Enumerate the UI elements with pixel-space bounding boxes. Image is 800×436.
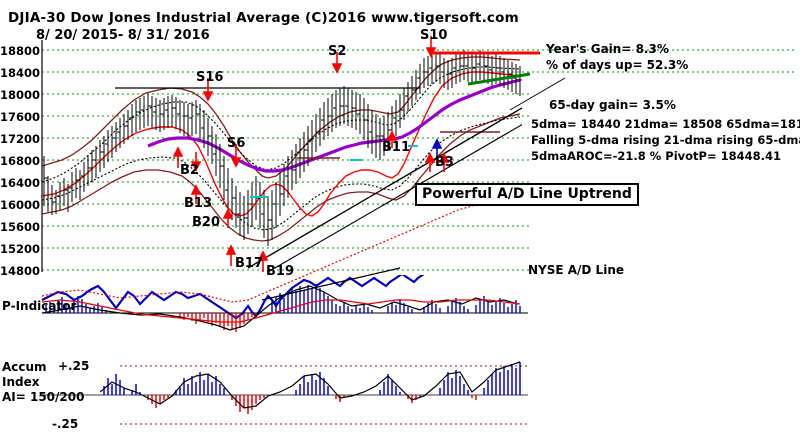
uptrend-support-line-2 <box>267 124 522 273</box>
signal-label-s16: S16 <box>196 70 224 85</box>
y-axis-label: 18400 <box>0 66 40 80</box>
nyse-ad-line-label: NYSE A/D Line <box>528 263 624 277</box>
y-axis-label: 14800 <box>0 264 40 278</box>
gain-65day-note: 65-day gain= 3.5% <box>549 98 676 112</box>
nyse-ad-line <box>41 275 425 320</box>
accum-ai-value: AI= 150/200 <box>2 390 85 404</box>
days-up-note: % of days up= 52.3% <box>546 58 689 72</box>
p-indicator-ma-line <box>41 299 521 323</box>
gridlines <box>42 49 795 271</box>
accum-title: Accum <box>2 360 47 374</box>
signal-label-b3: B3 <box>435 155 454 170</box>
y-axis-label: 15200 <box>0 242 40 256</box>
inner-band-lower <box>42 116 521 231</box>
accum-scale-bottom: -.25 <box>52 417 79 431</box>
y-axis-label: 16800 <box>0 154 40 168</box>
aroc-pivot-note: 5dmaAROC=-21.8 % PivotP= 18448.41 <box>531 149 781 163</box>
signal-label-s10: S10 <box>420 28 448 43</box>
y-axis-label: 18800 <box>0 44 40 58</box>
p-indicator-plot <box>41 193 528 332</box>
uptrend-support-line <box>247 107 522 269</box>
blue-buy-arrow <box>431 138 443 158</box>
signal-label-s6: S6 <box>227 136 246 151</box>
y-axis-label: 15600 <box>0 220 40 234</box>
p-indicator-trendline <box>261 267 401 301</box>
accum-subtitle: Index <box>2 375 40 389</box>
dma-trend-note: Falling 5-dma rising 21-dma rising 65-dm… <box>531 133 800 147</box>
signal-label-b20: B20 <box>192 215 220 230</box>
buy-signal-arrows <box>172 130 450 272</box>
accum-index-plot <box>42 361 530 425</box>
accum-signal-line <box>100 361 521 409</box>
y-axis-label: 17200 <box>0 132 40 146</box>
y-axis-label: 16400 <box>0 176 40 190</box>
y-axis-label: 18000 <box>0 88 40 102</box>
y-axis-label: 16000 <box>0 198 40 212</box>
sell-signal-arrows <box>190 36 437 172</box>
short-level-segments <box>300 131 500 159</box>
signal-label-b19: B19 <box>266 264 294 279</box>
accum-scale-top: +.25 <box>58 359 90 373</box>
green-trend-line <box>467 72 531 86</box>
y-axis-label: 17600 <box>0 110 40 124</box>
p-indicator-dotted-line <box>41 193 521 303</box>
signal-label-b17: B17 <box>235 256 263 271</box>
page-title: DJIA-30 Dow Jones Industrial Average (C)… <box>8 10 519 26</box>
dma-values-note: 5dma= 18440 21dma= 18508 65dma=18197 <box>531 117 800 131</box>
cyan-markers <box>250 145 418 198</box>
signal-label-s2: S2 <box>328 44 347 59</box>
signal-label-b11: B11 <box>382 140 410 155</box>
date-range: 8/ 20/ 2015- 8/ 31/ 2016 <box>36 28 210 43</box>
inner-band-upper <box>42 66 521 183</box>
lower-band-line <box>42 113 521 242</box>
ohlc-bars <box>43 50 522 246</box>
signal-label-b2: B2 <box>180 163 199 178</box>
years-gain-note: Year's Gain= 8.3% <box>546 42 669 56</box>
callout-leader-line <box>509 77 566 111</box>
p-indicator-label: P-Indicator <box>2 299 77 313</box>
ma5-red-line <box>42 71 521 217</box>
ma65-purple-line <box>147 78 521 173</box>
ad-uptrend-callout: Powerful A/D Line Uptrend <box>415 183 639 206</box>
signal-label-b13: B13 <box>184 196 212 211</box>
